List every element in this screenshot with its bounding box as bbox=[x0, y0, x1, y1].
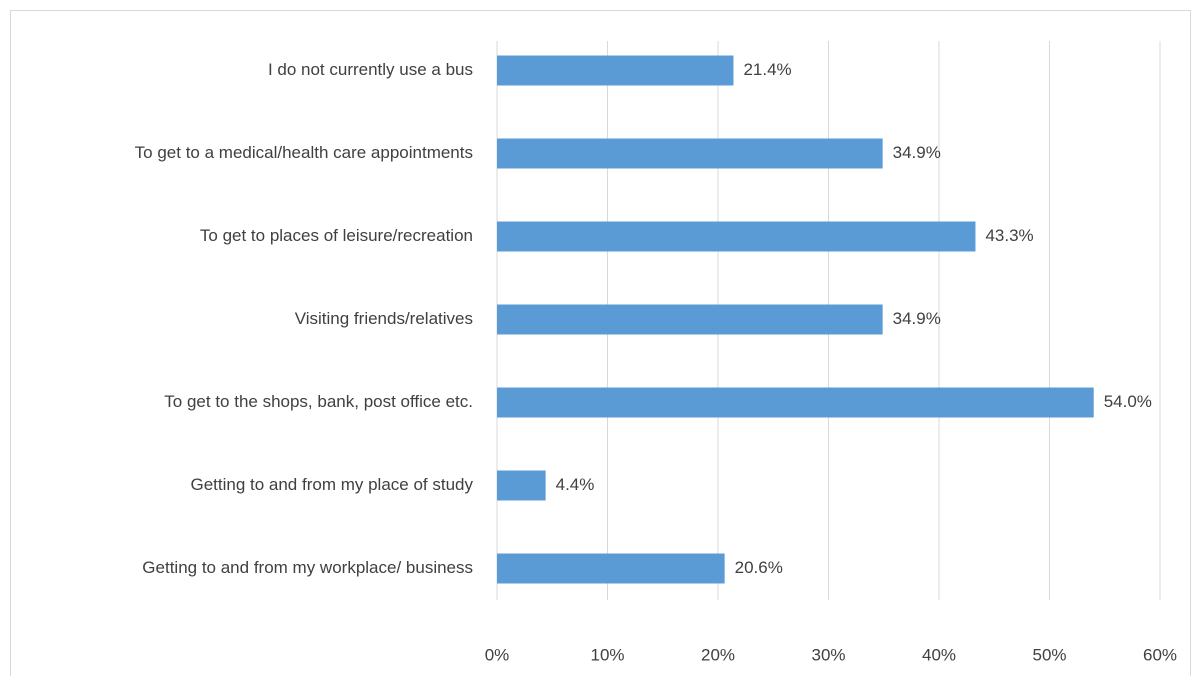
y-tick-label: Visiting friends/relatives bbox=[295, 309, 473, 328]
data-label: 21.4% bbox=[743, 60, 791, 79]
x-tick-label: 30% bbox=[811, 645, 845, 664]
x-tick-label: 50% bbox=[1032, 645, 1066, 664]
bar bbox=[497, 470, 546, 501]
bar bbox=[497, 55, 734, 86]
bar bbox=[497, 138, 883, 169]
y-tick-label: Getting to and from my workplace/ busine… bbox=[142, 558, 473, 577]
data-label: 43.3% bbox=[985, 226, 1033, 245]
x-tick-label: 0% bbox=[485, 645, 510, 664]
x-tick-label: 20% bbox=[701, 645, 735, 664]
x-tick-label: 40% bbox=[922, 645, 956, 664]
y-tick-label: To get to a medical/health care appointm… bbox=[135, 143, 473, 162]
x-tick-label: 60% bbox=[1143, 645, 1177, 664]
bar bbox=[497, 387, 1094, 418]
data-label: 4.4% bbox=[556, 475, 595, 494]
bar bbox=[497, 304, 883, 335]
bar bbox=[497, 221, 976, 252]
data-label: 54.0% bbox=[1104, 392, 1152, 411]
bar bbox=[497, 553, 725, 584]
data-label: 34.9% bbox=[893, 309, 941, 328]
y-tick-label: To get to places of leisure/recreation bbox=[200, 226, 473, 245]
x-tick-label: 10% bbox=[590, 645, 624, 664]
y-tick-label: Getting to and from my place of study bbox=[190, 475, 473, 494]
data-label: 20.6% bbox=[735, 558, 783, 577]
y-tick-label: To get to the shops, bank, post office e… bbox=[164, 392, 473, 411]
y-tick-label: I do not currently use a bus bbox=[268, 60, 473, 79]
data-label: 34.9% bbox=[893, 143, 941, 162]
